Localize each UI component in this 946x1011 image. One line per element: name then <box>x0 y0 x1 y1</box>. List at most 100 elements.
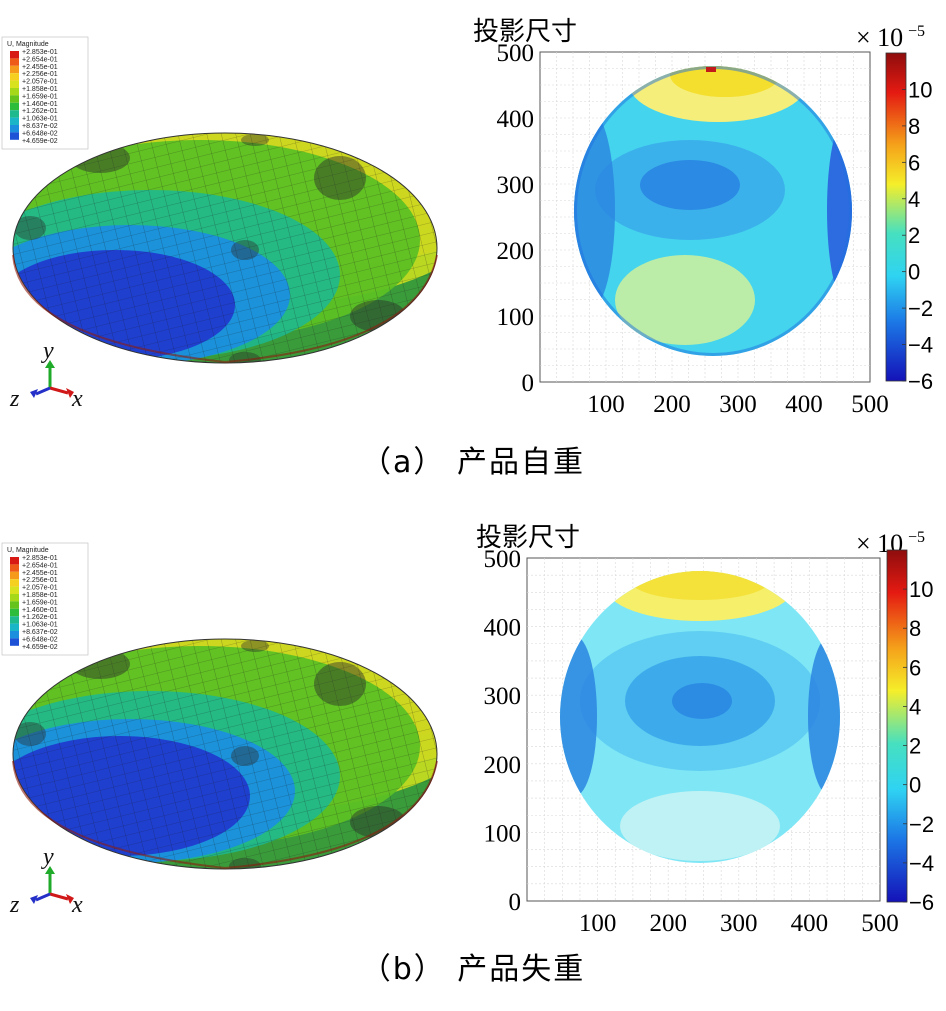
legend-swatch <box>10 571 19 580</box>
colorbar-tick-label: 2 <box>909 734 921 759</box>
x-tick-label: 400 <box>791 910 829 937</box>
x-tick-label: 500 <box>861 910 899 937</box>
legend-value: +2.455e-01 <box>22 570 58 577</box>
x-tick-label: 200 <box>653 391 691 418</box>
legend-swatch <box>10 601 19 609</box>
axis-x-label: x <box>71 892 83 918</box>
y-tick-label: 0 <box>509 889 522 916</box>
fem-legend-title: U, Magnitude <box>7 41 49 48</box>
colorbar-tick-label: 6 <box>909 655 921 680</box>
colorbar-tick-label: 8 <box>908 114 920 139</box>
plot-ticks: 100 200 300 400 500 0 100 200 300 400 500 <box>484 546 899 937</box>
axis-triad: y z x <box>9 844 83 918</box>
legend-value: +1.262e-01 <box>22 614 58 621</box>
legend-value: +1.460e-01 <box>22 101 58 108</box>
legend-swatch <box>10 95 19 103</box>
x-tick-label: 300 <box>720 910 758 937</box>
colorbar-tick-label: −6 <box>909 890 934 915</box>
legend-value: +2.256e-01 <box>22 71 58 78</box>
panel-b-graphic: U, Magnitude +2.853e-01+2.654e-01+2.455e… <box>1 523 934 937</box>
x-tick-label: 500 <box>851 391 889 418</box>
legend-swatch <box>10 51 19 59</box>
y-tick-label: 300 <box>497 172 535 199</box>
legend-value: +1.063e-01 <box>22 622 58 629</box>
colorbar-ticks: 10 8 6 4 2 0 −2 −4 −6 <box>902 77 933 394</box>
y-tick-label: 100 <box>497 304 535 331</box>
legend-swatch <box>10 557 19 565</box>
legend-value: +2.853e-01 <box>22 555 58 562</box>
legend-value: +1.063e-01 <box>22 116 58 123</box>
multiplier-base: × 10 <box>856 23 903 52</box>
legend-swatch <box>10 58 19 66</box>
y-tick-label: 100 <box>484 820 522 847</box>
multiplier-exp: −5 <box>908 23 925 40</box>
legend-value: +1.659e-01 <box>22 93 58 100</box>
y-tick-label: 300 <box>484 683 522 710</box>
fem-legend: U, Magnitude +2.853e-01+2.654e-01+2.455e… <box>1 36 89 150</box>
contour-field <box>574 66 852 356</box>
colorbar-tick-label: 10 <box>908 77 932 102</box>
colorbar-tick-label: −2 <box>908 296 933 321</box>
legend-value: +6.648e-02 <box>22 636 58 643</box>
x-tick-label: 200 <box>649 910 687 937</box>
y-tick-label: 500 <box>484 546 522 573</box>
legend-swatch <box>10 88 19 96</box>
legend-swatch <box>10 631 19 639</box>
panel-a: U, Magnitude +2.853e-01 +2.654e-01 +2.455e… <box>0 0 946 505</box>
x-tick-label: 100 <box>587 391 625 418</box>
panel-a-graphic: U, Magnitude +2.853e-01+2.654e-01+2.455e… <box>1 17 933 418</box>
legend-swatch <box>10 65 19 74</box>
colorbar <box>886 549 908 903</box>
x-tick-label: 300 <box>719 391 757 418</box>
fem-legend: U, Magnitude +2.853e-01+2.654e-01+2.455e… <box>1 542 89 656</box>
legend-swatch <box>10 608 19 617</box>
colorbar-tick-label: −4 <box>908 333 933 358</box>
legend-value: +1.659e-01 <box>22 599 58 606</box>
legend-swatch <box>10 594 19 602</box>
y-tick-label: 0 <box>522 370 535 397</box>
x-tick-label: 100 <box>579 910 617 937</box>
colorbar-tick-label: −6 <box>908 369 933 394</box>
legend-swatch <box>10 102 19 111</box>
legend-swatch <box>10 623 19 631</box>
axis-y-label: y <box>41 844 54 870</box>
legend-value: +2.256e-01 <box>22 577 58 584</box>
legend-value: +1.858e-01 <box>22 86 58 93</box>
legend-swatch <box>10 73 19 81</box>
legend-value: +1.262e-01 <box>22 108 58 115</box>
contour-title: 投影尺寸 <box>473 17 577 47</box>
colorbar-tick-label: −2 <box>909 812 934 837</box>
legend-value: +8.637e-02 <box>22 123 58 130</box>
legend-swatch <box>10 125 19 133</box>
contour-title: 投影尺寸 <box>476 523 580 553</box>
legend-swatch <box>10 110 19 118</box>
contour-plot: 投影尺寸 × 10 −5 100 200 300 400 500010020030040… <box>473 17 933 418</box>
caption-a: （a） 产品自重 <box>361 445 585 480</box>
legend-value: +2.853e-01 <box>22 49 58 56</box>
legend-value: +4.659e-02 <box>22 644 58 651</box>
colorbar-tick-label: 0 <box>908 260 920 285</box>
axis-x-label: x <box>71 386 83 412</box>
panel-b: U, Magnitude +2.853e-01 +2.654e-01 +2.455e… <box>0 506 946 1011</box>
legend-value: +2.455e-01 <box>22 64 58 71</box>
colorbar-tick-label: 0 <box>909 773 921 798</box>
legend-swatch <box>10 638 19 646</box>
legend-value: +2.057e-01 <box>22 585 58 592</box>
contour-plot: 投影尺寸 × 10 −5 100 200 300 400 500010020030040… <box>476 523 934 937</box>
colorbar-ticks: 10 8 6 4 2 0 −2 −4 −6 <box>903 577 934 915</box>
colorbar <box>885 52 907 382</box>
colorbar-tick-label: 4 <box>909 694 921 719</box>
colorbar-tick-label: 8 <box>909 616 921 641</box>
legend-swatch <box>10 616 19 624</box>
legend-value: +2.654e-01 <box>22 56 58 63</box>
y-tick-label: 400 <box>497 106 535 133</box>
colorbar-tick-label: 6 <box>908 150 920 175</box>
plot-ticks: 100 200 300 400 500 0 100 200 300 400 500 <box>497 40 889 418</box>
axis-y-label: y <box>41 338 54 364</box>
legend-swatch <box>10 586 19 594</box>
caption-b: （b） 产品失重 <box>360 952 586 987</box>
contour-field <box>560 571 840 863</box>
fem-legend-title: U, Magnitude <box>7 547 49 554</box>
legend-value: +1.460e-01 <box>22 607 58 614</box>
x-tick-label: 400 <box>785 391 823 418</box>
